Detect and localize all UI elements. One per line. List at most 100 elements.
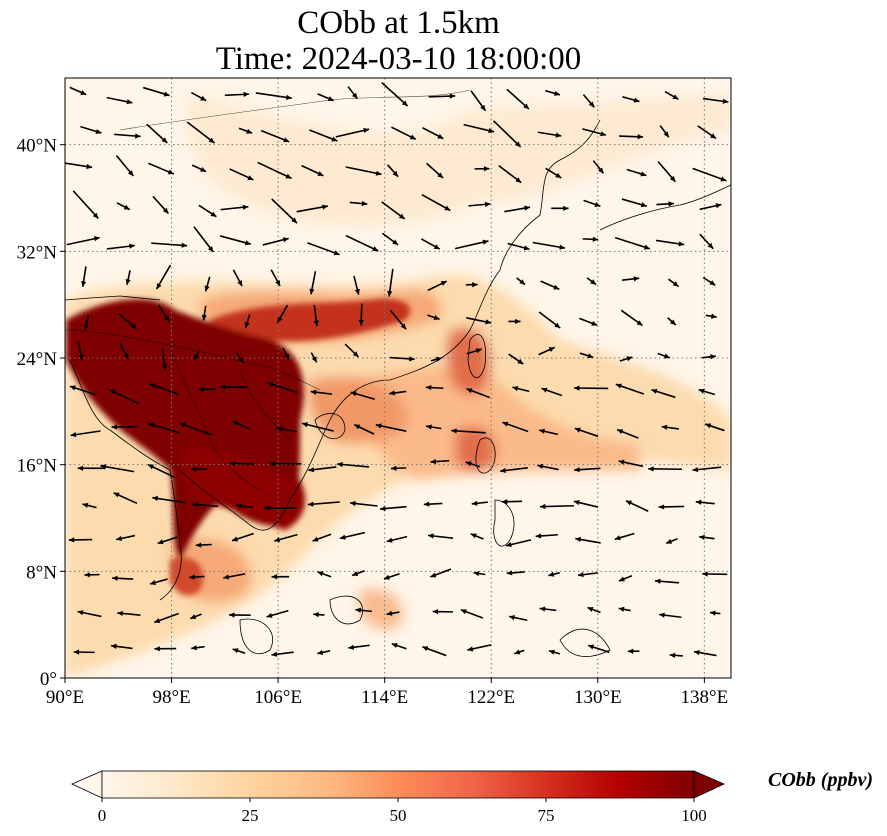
wind-arrow (430, 356, 443, 362)
wind-arrow (655, 239, 685, 247)
wind-arrow (702, 276, 716, 286)
wind-arrow (118, 342, 130, 360)
wind-arrow (68, 537, 93, 543)
wind-arrow (308, 466, 337, 473)
lon-tick-label: 98°E (152, 687, 190, 708)
wind-arrow (545, 89, 561, 96)
co-plume-core (66, 298, 411, 596)
wind-arrow (151, 242, 188, 248)
wind-arrow (270, 269, 281, 287)
wind-arrow (583, 199, 601, 208)
wind-arrow (116, 534, 136, 541)
wind-arrow (271, 198, 298, 224)
wind-arrow (149, 578, 168, 586)
wind-arrow (430, 458, 450, 465)
wind-arrow (116, 202, 131, 211)
wind-arrow (358, 303, 364, 326)
wind-arrow (301, 164, 324, 177)
wind-arrow (73, 649, 95, 655)
wind-arrow (269, 460, 302, 467)
map-frame (64, 77, 732, 679)
wind-arrow (296, 204, 329, 213)
wind-arrow (498, 165, 522, 184)
wind-arrow (592, 160, 605, 174)
wind-arrow (347, 86, 359, 100)
wind-arrow (538, 428, 559, 436)
wind-arrow (198, 204, 217, 218)
wind-arrow (389, 309, 407, 330)
wind-arrow (426, 162, 444, 179)
wind-arrow (77, 465, 106, 471)
wind-arrow (545, 167, 562, 179)
wind-arrow (111, 424, 138, 430)
wind-arrow (255, 92, 292, 100)
wind-arrow (468, 201, 491, 207)
wind-arrow (473, 570, 486, 577)
lat-tick-label: 8°N (26, 562, 57, 583)
wind-arrow (664, 90, 679, 100)
wind-arrow (148, 162, 175, 175)
wind-arrow (658, 504, 685, 510)
wind-arrow (474, 166, 490, 172)
wind-arrow (309, 271, 317, 295)
wind-arrow (425, 424, 442, 430)
lon-tick-label: 114°E (361, 687, 408, 708)
wind-arrow (179, 422, 213, 436)
wind-arrow (651, 388, 676, 399)
wind-arrow (465, 461, 481, 468)
wind-arrow (220, 384, 248, 390)
wind-arrow (266, 609, 289, 618)
wind-arrow (106, 243, 135, 250)
wind-arrow (65, 162, 93, 170)
wind-arrow (626, 168, 647, 177)
wind-arrow (386, 535, 408, 543)
wind-arrow (615, 383, 645, 395)
wind-arrow (345, 234, 379, 252)
colorbar-label: CObb (ppbv) (768, 769, 873, 791)
wind-arrow (309, 129, 338, 142)
wind-arrow (72, 190, 99, 220)
wind-arrow (692, 466, 722, 473)
wind-arrow (692, 167, 727, 182)
wind-arrow (470, 533, 484, 540)
wind-arrow (422, 646, 447, 657)
wind-arrow (390, 465, 407, 471)
wind-arrow (271, 574, 290, 580)
wind-arrow (317, 571, 332, 578)
wind-arrow (573, 385, 609, 391)
wind-arrow (147, 463, 175, 479)
wind-arrow (573, 500, 599, 508)
wind-arrow (506, 570, 525, 576)
wind-arrow (238, 127, 253, 134)
wind-arrow (657, 352, 671, 359)
wind-arrow (236, 352, 244, 364)
wind-arrow (149, 383, 179, 395)
wind-arrow (190, 91, 207, 102)
wind-arrow (276, 426, 297, 433)
wind-arrow (702, 571, 728, 577)
wind-arrow (381, 232, 399, 246)
wind-arrow (540, 280, 560, 290)
lat-axis: 0° 8°N 16°N 24°N 32°N 40°N (17, 136, 65, 690)
wind-arrow (454, 239, 489, 250)
wind-arrow (627, 648, 640, 654)
wind-arrow (220, 204, 249, 211)
wind-arrow (339, 531, 366, 540)
wind-arrow (619, 134, 644, 140)
colorbar-tick-label: 75 (538, 806, 555, 825)
wind-arrow (82, 502, 97, 509)
wind-arrow (421, 193, 451, 212)
wind-arrow (699, 534, 715, 540)
lon-tick-label: 130°E (574, 687, 622, 708)
wind-arrow (344, 343, 360, 358)
wind-arrow (657, 161, 676, 183)
wind-arrow (152, 495, 186, 504)
wind-arrow (201, 305, 207, 321)
wind-arrow (161, 348, 168, 370)
wind-arrow (152, 195, 170, 215)
wind-arrow (508, 318, 521, 325)
wind-arrow (508, 353, 524, 365)
wind-arrow (467, 644, 492, 652)
wind-arrow (493, 120, 522, 148)
wind-arrow (115, 155, 134, 177)
